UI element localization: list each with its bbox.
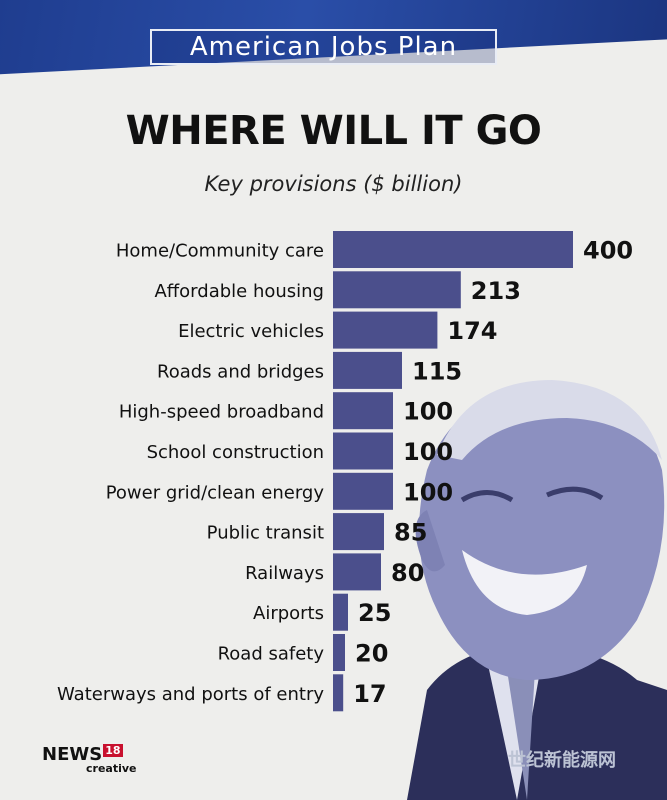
category-label: Airports bbox=[253, 603, 324, 624]
value-label: 85 bbox=[394, 519, 427, 547]
bar-7 bbox=[333, 513, 384, 551]
value-label: 20 bbox=[355, 640, 388, 668]
bar-0 bbox=[333, 231, 573, 268]
bar-10 bbox=[333, 634, 345, 671]
logo-sub-text: creative bbox=[86, 762, 137, 775]
bar-4 bbox=[333, 392, 393, 430]
bar-11 bbox=[333, 674, 344, 712]
category-label: Home/Community care bbox=[116, 241, 324, 262]
category-label: Power grid/clean energy bbox=[106, 482, 325, 503]
value-label: 100 bbox=[403, 438, 453, 466]
category-label: School construction bbox=[147, 442, 324, 463]
value-label: 17 bbox=[353, 680, 386, 708]
category-label: Road safety bbox=[218, 644, 325, 665]
portrait-image bbox=[407, 380, 667, 800]
bar-1 bbox=[333, 271, 461, 309]
bar-2 bbox=[333, 311, 438, 349]
bar-6 bbox=[333, 472, 393, 510]
value-label: 174 bbox=[447, 317, 497, 345]
category-label: Railways bbox=[245, 563, 324, 584]
logo-badge: 18 bbox=[103, 744, 123, 757]
value-label: 400 bbox=[583, 237, 633, 265]
news18-logo: NEWS 18 creative bbox=[42, 744, 137, 775]
value-label: 213 bbox=[471, 277, 521, 305]
category-label: Waterways and ports of entry bbox=[57, 684, 324, 705]
logo-main-text: NEWS bbox=[42, 744, 103, 765]
bar-9 bbox=[333, 593, 348, 631]
value-label: 80 bbox=[391, 559, 424, 587]
bar-3 bbox=[333, 351, 402, 389]
chart-subtitle: Key provisions ($ billion) bbox=[204, 172, 463, 196]
category-label: Affordable housing bbox=[154, 281, 324, 302]
category-label: High-speed broadband bbox=[119, 402, 324, 423]
category-label: Public transit bbox=[207, 523, 324, 544]
category-label: Electric vehicles bbox=[178, 321, 324, 342]
chart-title: WHERE WILL IT GO bbox=[125, 108, 542, 154]
value-label: 100 bbox=[403, 398, 453, 426]
watermark: 世纪新能源网 bbox=[508, 750, 616, 771]
value-label: 100 bbox=[403, 478, 453, 506]
value-label: 25 bbox=[358, 599, 391, 627]
header-banner: American Jobs Plan bbox=[0, 0, 667, 92]
bar-5 bbox=[333, 432, 393, 470]
category-label: Roads and bridges bbox=[157, 361, 324, 382]
banner-title: American Jobs Plan bbox=[150, 29, 497, 65]
value-label: 115 bbox=[412, 357, 462, 385]
bar-8 bbox=[333, 553, 381, 591]
